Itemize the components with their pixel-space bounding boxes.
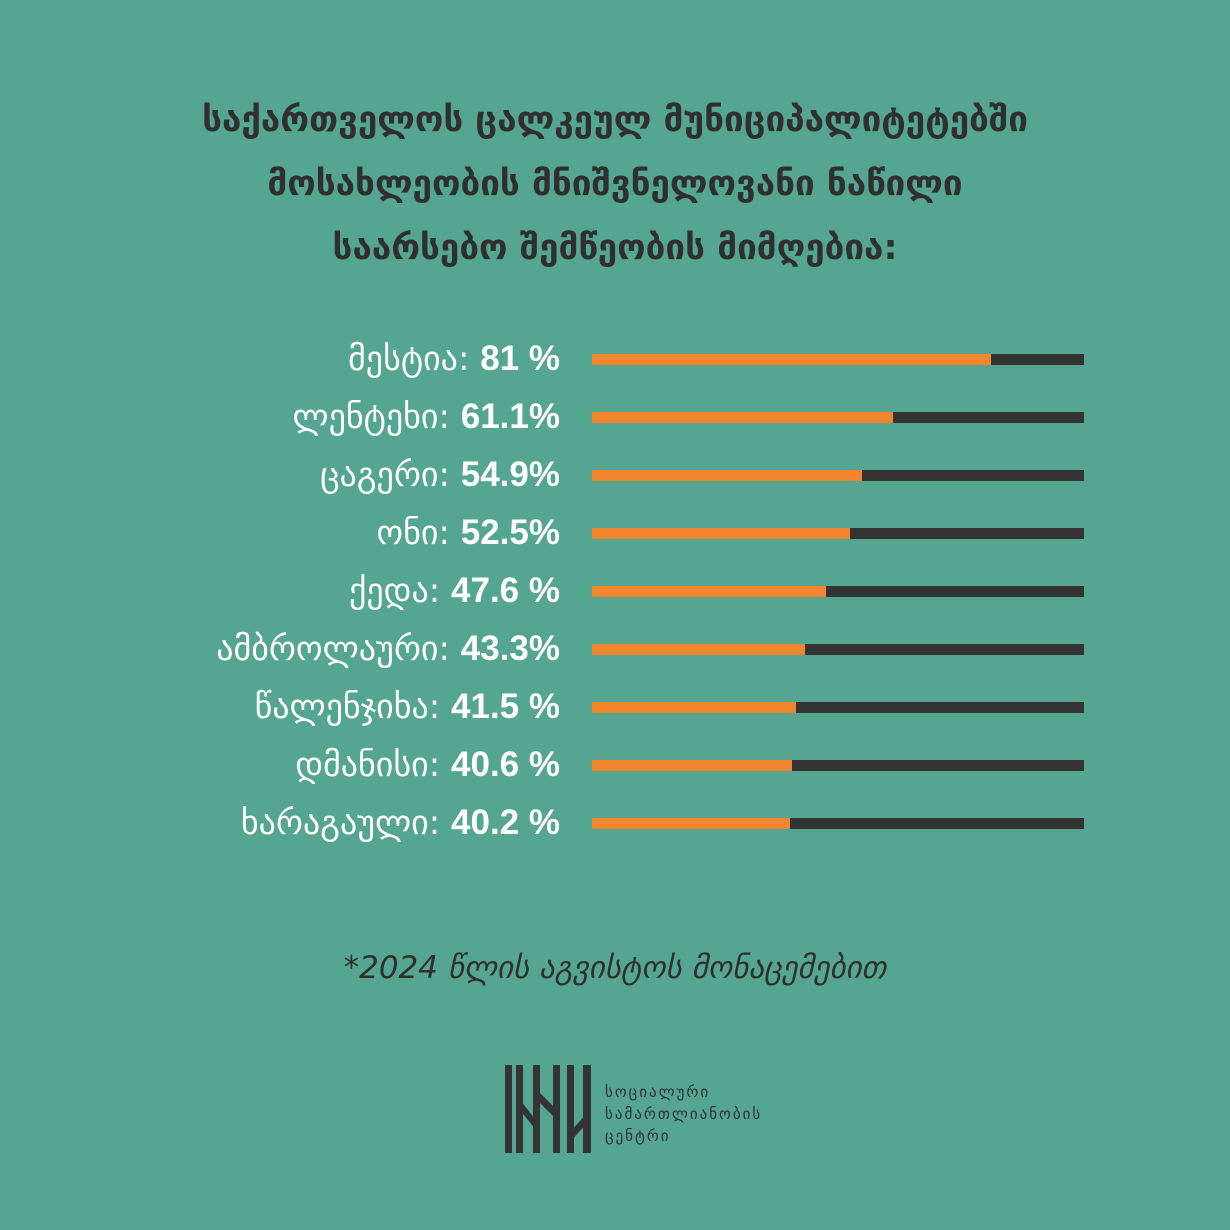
bar-label: ონი: 52.5% (376, 510, 560, 556)
bar-track (592, 354, 1084, 365)
category-label: მესტია (348, 339, 458, 379)
bar-label: მესტია: 81 % (348, 336, 560, 382)
logo-line-3: ცენტრი (605, 1127, 671, 1145)
bar-row: ცაგერი: 54.9% (0, 446, 1230, 504)
bar-label: ცაგერი: 54.9% (320, 452, 560, 498)
category-label: ამბროლაური (216, 629, 439, 669)
value-label: 61.1% (460, 397, 560, 436)
bar-track (592, 760, 1084, 771)
label-separator: : (428, 803, 452, 843)
bar-track (592, 702, 1084, 713)
category-label: ხარაგაული (240, 803, 429, 843)
label-separator: : (438, 513, 461, 553)
bar-label: ქედა: 47.6 % (349, 568, 560, 614)
label-separator: : (457, 339, 481, 379)
bar-row: ლენტეხი: 61.1% (0, 388, 1230, 446)
bar-fill (592, 702, 796, 713)
bar-fill (592, 818, 790, 829)
category-label: ცაგერი (320, 455, 439, 495)
title-line-3: საარსებო შემწეობის მიმღებია: (332, 228, 898, 268)
footnote: *2024 წლის აგვისტოს მონაცემებით (343, 950, 887, 986)
bar-row: წალენჯიხა: 41.5 % (0, 678, 1230, 736)
bar-track (592, 818, 1084, 829)
bar-track (592, 412, 1084, 423)
bar-fill (592, 412, 893, 423)
bar-row: მესტია: 81 % (0, 330, 1230, 388)
title-line-2: მოსახლეობის მნიშვნელოვანი ნაწილი (267, 164, 963, 204)
bar-fill (592, 470, 862, 481)
bar-track (592, 528, 1084, 539)
logo-line-1: სოციალური (605, 1083, 711, 1101)
value-label: 54.9% (460, 455, 560, 494)
label-separator: : (438, 629, 461, 669)
value-label: 40.6 % (451, 745, 560, 784)
logo-mark-icon (505, 1065, 591, 1153)
bar-track (592, 470, 1084, 481)
value-label: 43.3% (460, 629, 560, 668)
bar-fill (592, 760, 792, 771)
bar-fill (592, 644, 805, 655)
bar-label: დმანისი: 40.6 % (295, 742, 560, 788)
label-separator: : (428, 687, 452, 727)
bar-track (592, 644, 1084, 655)
category-label: ლენტეხი (292, 397, 439, 437)
bar-label: ხარაგაული: 40.2 % (241, 800, 560, 846)
category-label: ონი (376, 513, 439, 553)
value-label: 40.2 % (451, 803, 560, 842)
label-separator: : (428, 745, 452, 785)
value-label: 52.5% (460, 513, 560, 552)
bar-row: დმანისი: 40.6 % (0, 736, 1230, 794)
label-separator: : (428, 571, 452, 611)
bar-row: ონი: 52.5% (0, 504, 1230, 562)
bar-label: ლენტეხი: 61.1% (292, 394, 560, 440)
bar-fill (592, 586, 826, 597)
logo-text: სოციალური სამართლიანობის ცენტრი (605, 1081, 765, 1147)
bar-row: ამბროლაური: 43.3% (0, 620, 1230, 678)
bar-label: ამბროლაური: 43.3% (216, 626, 560, 672)
bar-chart: მესტია: 81 % ლენტეხი: 61.1% ცაგერი: 54.9% ო… (0, 330, 1230, 860)
label-separator: : (438, 455, 461, 495)
logo-line-2: სამართლიანობის (605, 1105, 763, 1123)
label-separator: : (438, 397, 461, 437)
bar-row: ხარაგაული: 40.2 % (0, 794, 1230, 852)
value-label: 47.6 % (451, 571, 560, 610)
bar-track (592, 586, 1084, 597)
category-label: დმანისი (295, 745, 429, 785)
value-label: 81 % (480, 339, 560, 378)
bar-fill (592, 354, 991, 365)
title-line-1: საქართველოს ცალკეულ მუნიციპალიტეტებში (202, 100, 1028, 140)
organization-logo: სოციალური სამართლიანობის ცენტრი (505, 1065, 765, 1155)
value-label: 41.5 % (451, 687, 560, 726)
chart-title: საქართველოს ცალკეულ მუნიციპალიტეტებში მო… (0, 88, 1230, 280)
category-label: წალენჯიხა (254, 687, 429, 727)
bar-fill (592, 528, 850, 539)
category-label: ქედა (348, 571, 429, 611)
bar-label: წალენჯიხა: 41.5 % (255, 684, 560, 730)
bar-row: ქედა: 47.6 % (0, 562, 1230, 620)
